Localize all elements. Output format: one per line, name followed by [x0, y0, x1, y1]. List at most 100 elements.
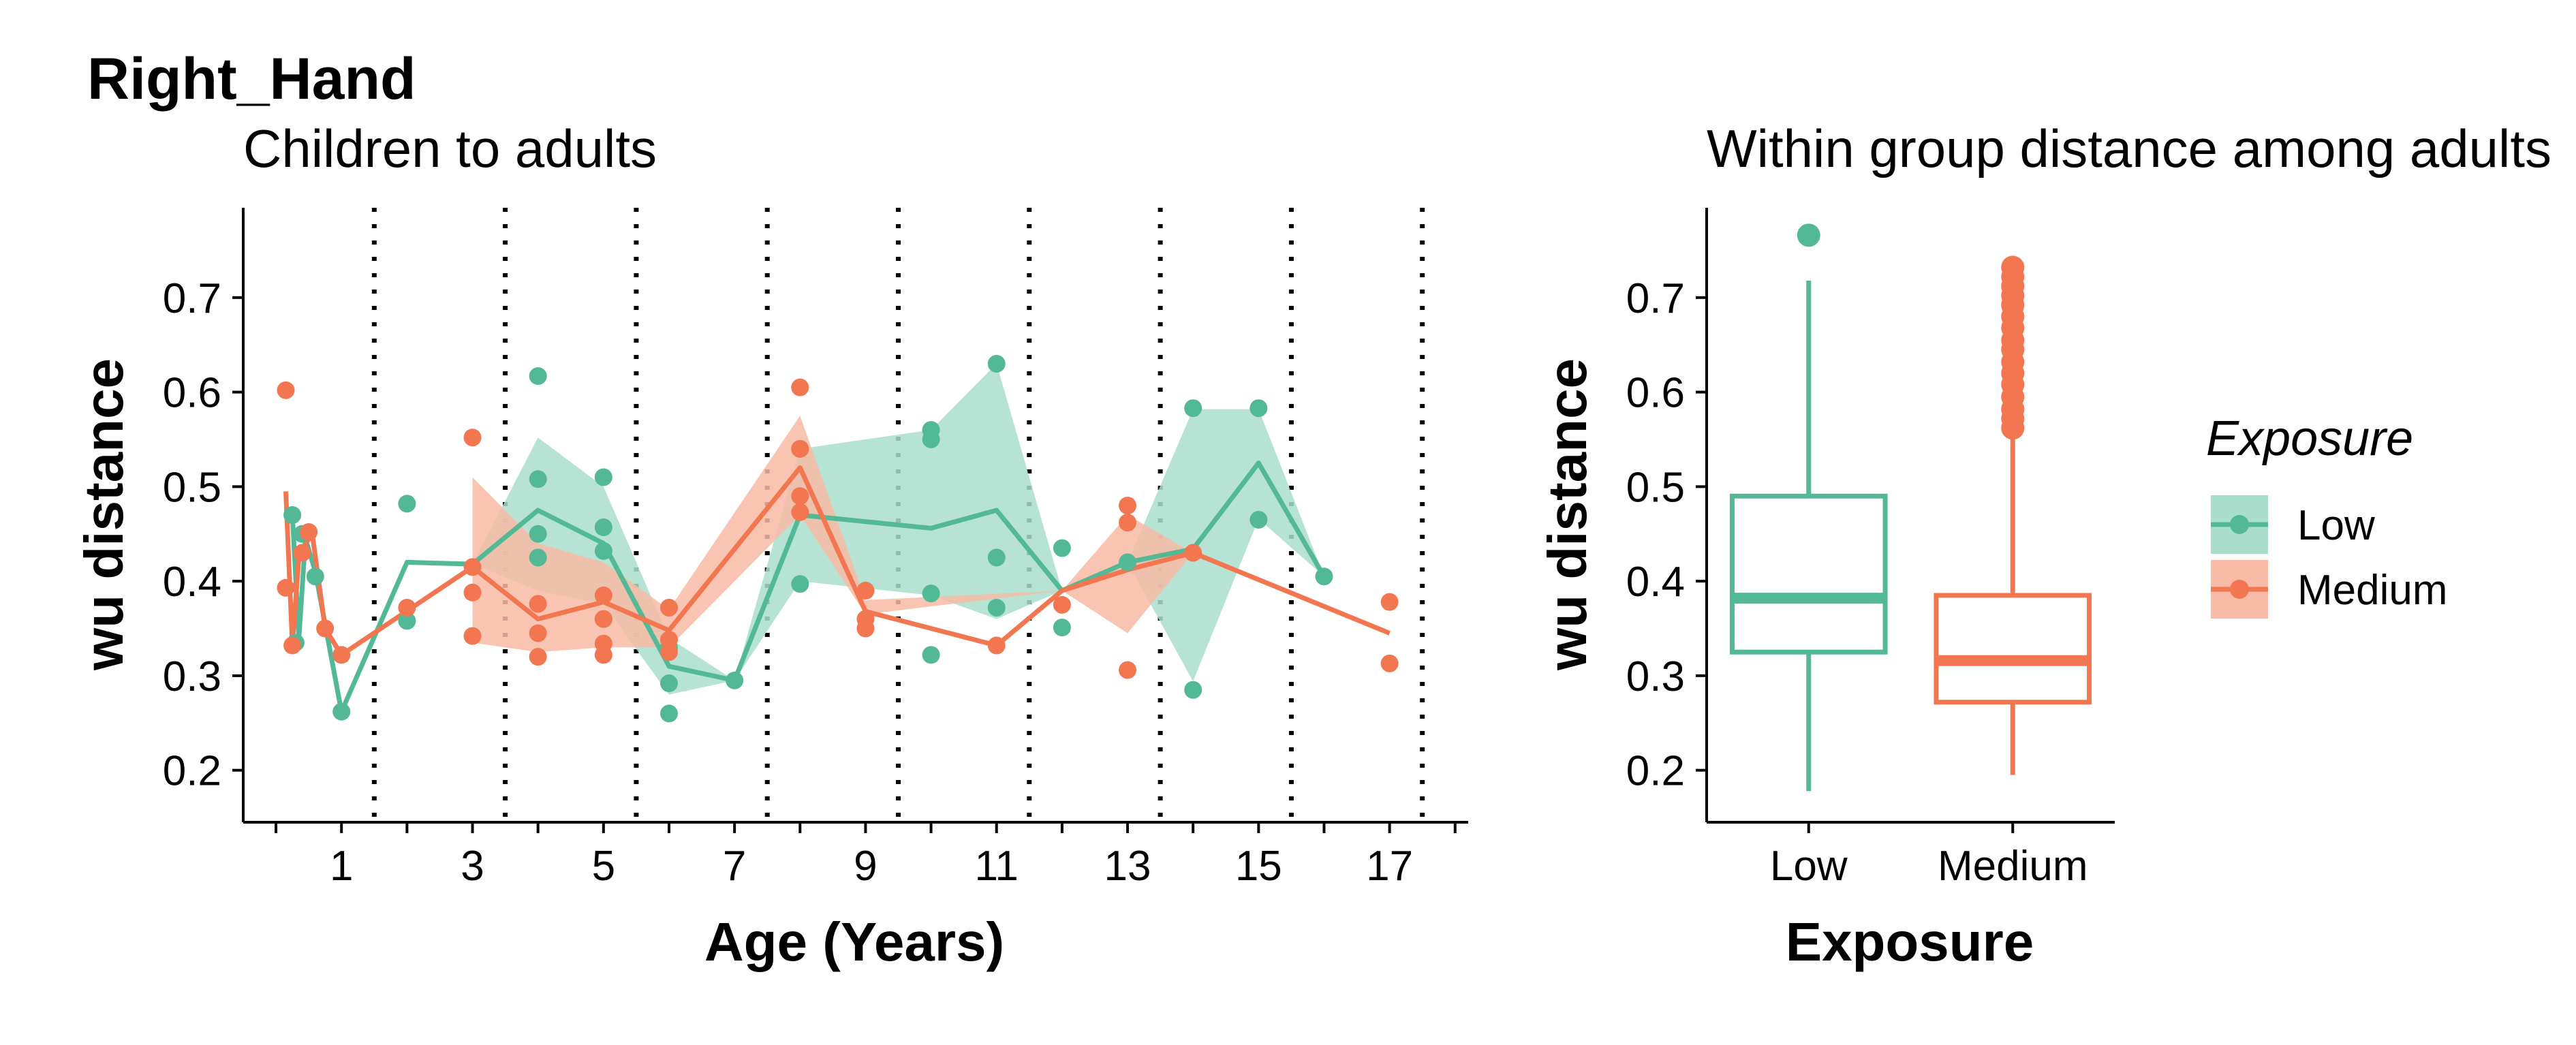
x-tick-label-11: 11 — [975, 843, 1019, 890]
point-medium-13 — [529, 624, 547, 642]
point-low-20 — [791, 575, 809, 593]
point-low-25 — [922, 646, 940, 664]
y-tick-label-3: 0.5 — [163, 464, 221, 511]
point-medium-10 — [463, 583, 482, 602]
point-medium-21 — [659, 643, 678, 661]
point-medium-15 — [594, 586, 612, 604]
point-low-33 — [1184, 681, 1202, 699]
x-tick-label-5: 5 — [592, 843, 615, 890]
point-medium-19 — [659, 598, 678, 617]
point-low-34 — [1250, 399, 1268, 418]
y-tick-label-0: 0.2 — [1626, 748, 1685, 795]
point-low-5 — [398, 612, 416, 630]
point-medium-2 — [283, 636, 302, 655]
legend-keys — [2211, 495, 2268, 619]
point-low-18 — [726, 671, 744, 689]
x-tick-label-9: 9 — [854, 843, 877, 890]
point-medium-11 — [463, 627, 482, 645]
y-tick-label-4: 0.6 — [163, 370, 221, 417]
point-medium-5 — [316, 619, 335, 638]
legend-title: Exposure — [2206, 411, 2413, 466]
point-medium-4 — [300, 522, 318, 541]
point-low-30 — [1053, 619, 1071, 637]
point-low-11 — [594, 468, 612, 486]
point-medium-34 — [1184, 544, 1202, 562]
box-panel-y-axis-title: wu distance — [1537, 358, 1598, 671]
point-medium-18 — [594, 646, 612, 664]
point-low-27 — [987, 548, 1006, 567]
box-panel-axes: 0.2 0.3 0.4 0.5 0.6 0.7 Low Medium — [1626, 208, 2115, 890]
age-panel-subtitle: Children to adults — [243, 119, 657, 178]
point-medium-1 — [277, 578, 295, 597]
point-low-17 — [659, 704, 678, 723]
point-medium-6 — [332, 646, 351, 664]
legend-label-low: Low — [2297, 502, 2375, 549]
point-low-36 — [1315, 567, 1333, 586]
data-points — [277, 354, 1399, 723]
outlier-medium-15 — [2001, 255, 2025, 279]
legend-key-point-low — [2230, 515, 2249, 534]
point-low-35 — [1250, 510, 1268, 529]
age-panel: Children to adults 0.20.30.40.50.60.71 3 5… — [74, 119, 1468, 972]
point-medium-31 — [1119, 497, 1137, 515]
x-tick-label-1: 1 — [330, 843, 353, 890]
point-low-12 — [594, 518, 612, 537]
point-low-16 — [659, 674, 678, 693]
point-low-7 — [529, 367, 547, 386]
point-medium-24 — [791, 487, 809, 505]
point-medium-0 — [277, 381, 295, 399]
point-low-9 — [529, 525, 547, 543]
x-tick-label-medium: Medium — [1938, 843, 2088, 890]
point-medium-35 — [1380, 593, 1399, 611]
box-panel-subtitle: Within group distance among adults — [1707, 119, 2551, 178]
point-medium-14 — [529, 648, 547, 666]
y-tick-label-1: 0.3 — [1626, 653, 1685, 700]
point-medium-20 — [659, 631, 678, 649]
legend-label-medium: Medium — [2297, 567, 2448, 614]
point-medium-28 — [856, 619, 875, 638]
point-low-0 — [283, 506, 302, 524]
x-tick-label-low: Low — [1770, 843, 1848, 890]
point-low-4 — [332, 702, 351, 721]
box-panel: Within group distance among adults 0.20.… — [1537, 119, 2551, 972]
point-medium-16 — [594, 610, 612, 628]
legend: Exposure Low Medium — [2206, 411, 2448, 619]
box-medium — [1934, 593, 2092, 705]
x-tick-label-17: 17 — [1366, 843, 1413, 890]
legend-key-point-medium — [2230, 580, 2249, 599]
point-low-8 — [529, 470, 547, 488]
point-medium-36 — [1380, 654, 1399, 672]
outlier-low-0 — [1797, 223, 1820, 247]
point-low-13 — [594, 542, 612, 560]
point-low-32 — [1184, 399, 1202, 418]
point-medium-3 — [293, 544, 311, 562]
point-medium-26 — [856, 582, 875, 600]
point-medium-30 — [1053, 595, 1071, 614]
point-low-10 — [529, 548, 547, 567]
y-tick-label-1: 0.3 — [163, 653, 221, 700]
point-medium-25 — [791, 503, 809, 521]
point-medium-12 — [529, 595, 547, 613]
y-tick-label-5: 0.7 — [163, 275, 221, 322]
point-low-3 — [306, 567, 324, 586]
point-low-26 — [987, 354, 1006, 373]
x-tick-label-3: 3 — [461, 843, 484, 890]
age-panel-axes: 0.20.30.40.50.60.71 3 5 7 9 11 13 15 17 — [163, 208, 1468, 890]
point-medium-8 — [463, 428, 482, 447]
point-medium-9 — [463, 558, 482, 576]
age-panel-x-axis-title: Age (Years) — [704, 911, 1004, 972]
point-low-6 — [398, 495, 416, 513]
point-medium-22 — [791, 378, 809, 396]
y-tick-label-3: 0.5 — [1626, 464, 1685, 511]
y-tick-label-4: 0.6 — [1626, 370, 1685, 417]
point-medium-29 — [987, 636, 1006, 655]
y-tick-label-5: 0.7 — [1626, 275, 1685, 322]
point-medium-33 — [1119, 661, 1137, 679]
box-low — [1729, 493, 1888, 655]
point-medium-32 — [1119, 514, 1137, 532]
point-medium-23 — [791, 439, 809, 458]
point-low-23 — [922, 430, 940, 448]
y-tick-label-2: 0.4 — [1626, 559, 1685, 606]
point-low-28 — [987, 598, 1006, 617]
